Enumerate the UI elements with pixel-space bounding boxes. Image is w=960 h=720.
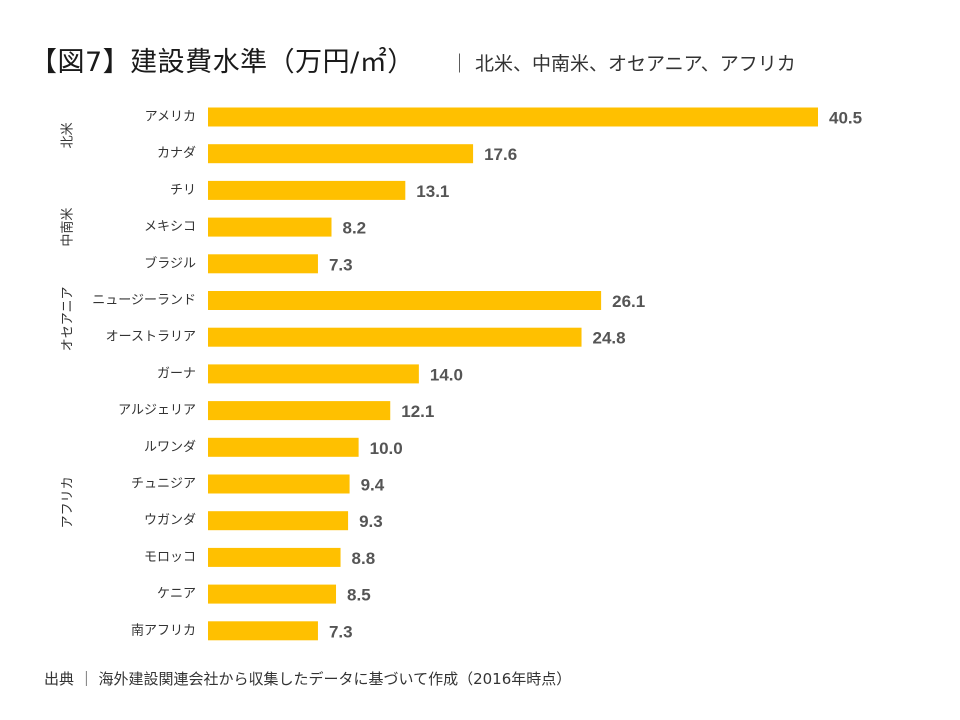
value-label: 7.3 (329, 622, 353, 641)
value-label: 7.3 (329, 255, 353, 274)
category-label: ブラジル (144, 255, 196, 271)
category-label: オーストラリア (106, 330, 196, 345)
category-label: モロッコ (144, 550, 196, 565)
category-label: ケニア (157, 587, 196, 602)
bar (208, 474, 350, 494)
value-label: 8.8 (352, 549, 376, 568)
bar (208, 327, 582, 347)
category-label: アメリカ (145, 110, 196, 125)
value-label: 10.0 (370, 439, 403, 458)
bar (208, 364, 419, 384)
bar (208, 621, 318, 641)
bar (208, 254, 318, 274)
value-label: 13.1 (416, 182, 449, 201)
group-label: 北米 (61, 122, 76, 148)
category-label: ニュージーランド (92, 293, 196, 308)
category-label: チュニジア (131, 477, 196, 492)
chart-subtitle: ｜ 北米、中南米、オセアニア、アフリカ (450, 53, 796, 75)
bar (208, 291, 602, 310)
value-label: 8.2 (343, 219, 367, 238)
value-label: 24.8 (593, 329, 626, 348)
value-label: 9.4 (361, 476, 385, 495)
category-label: カナダ (157, 146, 196, 161)
bar (208, 217, 332, 237)
category-label: チリ (170, 183, 196, 198)
bar (208, 547, 341, 567)
value-label: 14.0 (430, 365, 463, 384)
value-label: 17.6 (484, 145, 517, 164)
bar (208, 107, 818, 127)
chart-title: 【図7】建設費水準（万円/㎡） (30, 47, 415, 78)
bar (208, 584, 337, 604)
bar (208, 401, 391, 421)
group-label: オセアニア (61, 286, 76, 351)
bar (208, 180, 406, 200)
value-label: 40.5 (829, 109, 862, 128)
value-label: 9.3 (359, 512, 383, 531)
bar (208, 144, 474, 164)
category-label: ウガンダ (144, 513, 196, 528)
group-label: アフリカ (61, 476, 76, 528)
value-label: 12.1 (401, 402, 434, 421)
bar (208, 511, 349, 531)
value-label: 26.1 (612, 292, 645, 311)
category-label: メキシコ (144, 220, 196, 235)
value-label: 8.5 (347, 586, 371, 605)
category-label: ガーナ (157, 366, 196, 381)
group-label: 中南米 (60, 208, 76, 247)
bar (208, 437, 359, 457)
source-note: 出典 ｜ 海外建設関連会社から収集したデータに基づいて作成（2016年時点） (44, 670, 572, 688)
category-label: 南アフリカ (131, 622, 196, 638)
category-label: ルワンダ (144, 440, 196, 455)
category-label: アルジェリア (118, 403, 196, 418)
